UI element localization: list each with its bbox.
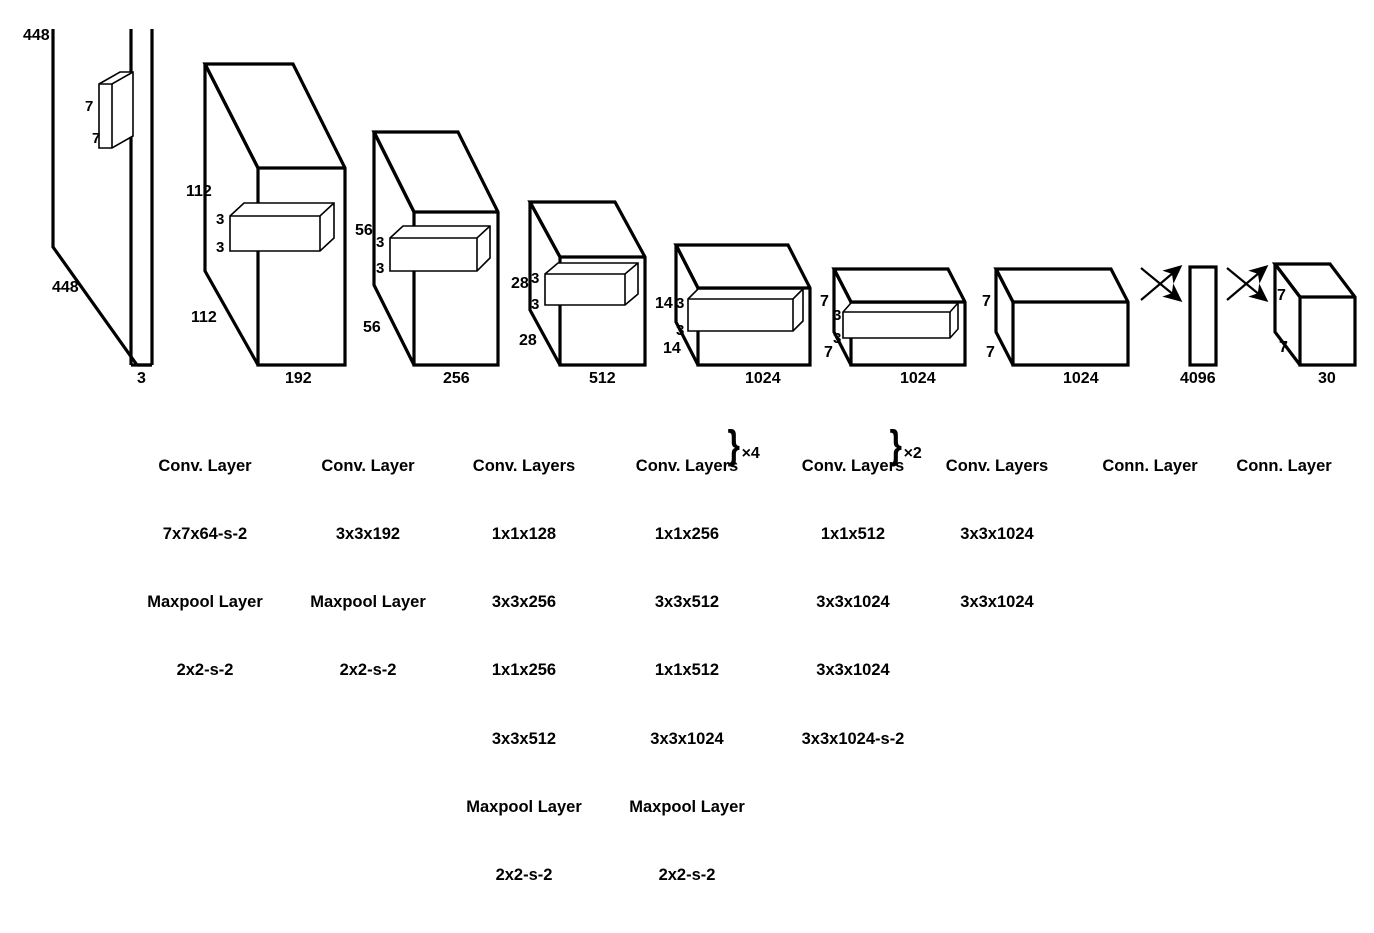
caption-conv-layer-1: Conv. Layer 7x7x64-s-2 Maxpool Layer 2x2… [140, 409, 270, 728]
caption-line: 2x2-s-2 [495, 866, 553, 885]
caption-line: 7x7x64-s-2 [162, 524, 248, 543]
block-192-height-label: 112 [186, 183, 212, 200]
caption-line: 1x1x128 [491, 524, 557, 543]
block-1024-b-kernel-w-label: 3 [833, 330, 841, 347]
kernel-7-height-label: 7 [85, 98, 93, 115]
architecture-svg: 448 448 3 7 7 112 112 192 [23, 27, 1357, 387]
block-30-channels-label: 30 [1318, 370, 1336, 387]
caption-line: Conv. Layers [472, 456, 576, 475]
repeat-brace-x4: }×4 [726, 425, 760, 465]
block-1024-c-depth-label: 7 [986, 344, 995, 361]
caption-line: Conv. Layers [635, 456, 739, 475]
repeat-brace-x2: }×2 [888, 425, 922, 465]
brace-glyph: } [889, 423, 903, 467]
caption-line: 1x1x512 [820, 524, 886, 543]
input-depth-label: 3 [137, 370, 146, 387]
caption-line: 3x3x1024 [816, 661, 890, 680]
caption-line: 3x3x1024 [960, 593, 1034, 612]
block-1024-b-channels-label: 1024 [900, 370, 936, 387]
cross-arrows-2 [1226, 265, 1269, 302]
caption-conv-layer-2: Conv. Layer 3x3x192 Maxpool Layer 2x2-s-… [303, 409, 433, 728]
architecture-diagram: 448 448 3 7 7 112 112 192 [23, 27, 1357, 884]
block-1024-c-channels-label: 1024 [1063, 370, 1099, 387]
caption-line: Conv. Layers [945, 456, 1049, 475]
caption-line: Conv. Layers [801, 456, 905, 475]
block-1024-b-height-label: 7 [820, 293, 829, 310]
caption-line: 3x3x512 [491, 729, 557, 748]
block-256-channels-label: 256 [443, 370, 470, 387]
block-512-kernel-w-label: 3 [531, 296, 539, 313]
caption-line: Maxpool Layer [629, 798, 745, 817]
caption-conv-layers-4: Conv. Layers 1x1x256 3x3x512 1x1x512 3x3… [613, 409, 761, 933]
caption-conn-layer-1: Conn. Layer [1085, 409, 1215, 523]
caption-line: Conn. Layer [1236, 456, 1332, 475]
block-512-kernel-h-label: 3 [531, 270, 539, 287]
caption-conv-layers-5: Conv. Layers 1x1x512 3x3x1024 3x3x1024 3… [775, 409, 931, 796]
brace-multiplier: ×2 [903, 444, 922, 462]
caption-line: Maxpool Layer [466, 798, 582, 817]
block-1024-a-channels-label: 1024 [745, 370, 781, 387]
caption-line: 3x3x1024 [816, 593, 890, 612]
block-256-depth-label: 56 [363, 319, 381, 336]
block-192-kernel-w-label: 3 [216, 239, 224, 256]
caption-line: 2x2-s-2 [658, 866, 716, 885]
block-30 [1271, 262, 1357, 367]
caption-line: 1x1x256 [491, 661, 557, 680]
input-height-label: 448 [23, 27, 50, 44]
caption-line: 3x3x1024-s-2 [801, 729, 905, 748]
block-4096 [1188, 265, 1218, 367]
block-1024-c [993, 267, 1130, 367]
block-1024-a-height-label: 14 [655, 295, 673, 312]
caption-conv-layers-3: Conv. Layers 1x1x128 3x3x256 1x1x256 3x3… [454, 409, 594, 933]
caption-line: 2x2-s-2 [339, 661, 397, 680]
block-1024-b-kernel-3x3 [842, 302, 959, 339]
caption-line: Maxpool Layer [147, 593, 263, 612]
block-512-depth-label: 28 [519, 332, 537, 349]
block-192-channels-label: 192 [285, 370, 312, 387]
input-image-slab [51, 29, 154, 367]
cross-arrows-1 [1140, 265, 1183, 302]
block-1024-a-depth-label: 14 [663, 340, 681, 357]
block-256-kernel-3x3 [389, 225, 491, 272]
block-1024-b-kernel-h-label: 3 [833, 307, 841, 324]
block-30-height-label: 7 [1277, 287, 1286, 304]
block-30-depth-label: 7 [1279, 339, 1288, 356]
block-192-kernel-h-label: 3 [216, 211, 224, 228]
block-4096-channels-label: 4096 [1180, 370, 1216, 387]
caption-line: Conv. Layer [321, 456, 415, 475]
block-256-kernel-w-label: 3 [376, 260, 384, 277]
caption-line: Maxpool Layer [310, 593, 426, 612]
caption-line: Conv. Layer [158, 456, 252, 475]
block-512-channels-label: 512 [589, 370, 616, 387]
caption-line: 2x2-s-2 [176, 661, 234, 680]
block-1024-a-kernel-3x3 [687, 288, 804, 332]
block-512-height-label: 28 [511, 275, 529, 292]
caption-line: 1x1x256 [654, 524, 720, 543]
kernel-7x7 [98, 71, 134, 149]
caption-line: 3x3x256 [491, 593, 557, 612]
brace-multiplier: ×4 [741, 444, 760, 462]
kernel-7-width-label: 7 [92, 130, 100, 147]
block-192-depth-label: 112 [191, 309, 217, 326]
block-1024-a-kernel-h-label: 3 [676, 295, 684, 312]
caption-line: 3x3x192 [335, 524, 401, 543]
caption-line: 1x1x512 [654, 661, 720, 680]
caption-conv-layers-6: Conv. Layers 3x3x1024 3x3x1024 [932, 409, 1062, 659]
block-192-kernel-3x3 [229, 202, 335, 252]
block-512-kernel-3x3 [544, 262, 639, 306]
caption-line: Conn. Layer [1102, 456, 1198, 475]
block-1024-a-kernel-w-label: 3 [676, 322, 684, 339]
caption-line: 3x3x512 [654, 593, 720, 612]
block-1024-b-depth-label: 7 [824, 344, 833, 361]
caption-line: 3x3x1024 [960, 524, 1034, 543]
brace-glyph: } [727, 423, 741, 467]
block-256-height-label: 56 [355, 222, 373, 239]
block-256-kernel-h-label: 3 [376, 234, 384, 251]
block-1024-c-height-label: 7 [982, 293, 991, 310]
caption-conn-layer-2: Conn. Layer [1219, 409, 1349, 523]
caption-line: 3x3x1024 [650, 729, 724, 748]
input-width-label: 448 [52, 279, 79, 296]
